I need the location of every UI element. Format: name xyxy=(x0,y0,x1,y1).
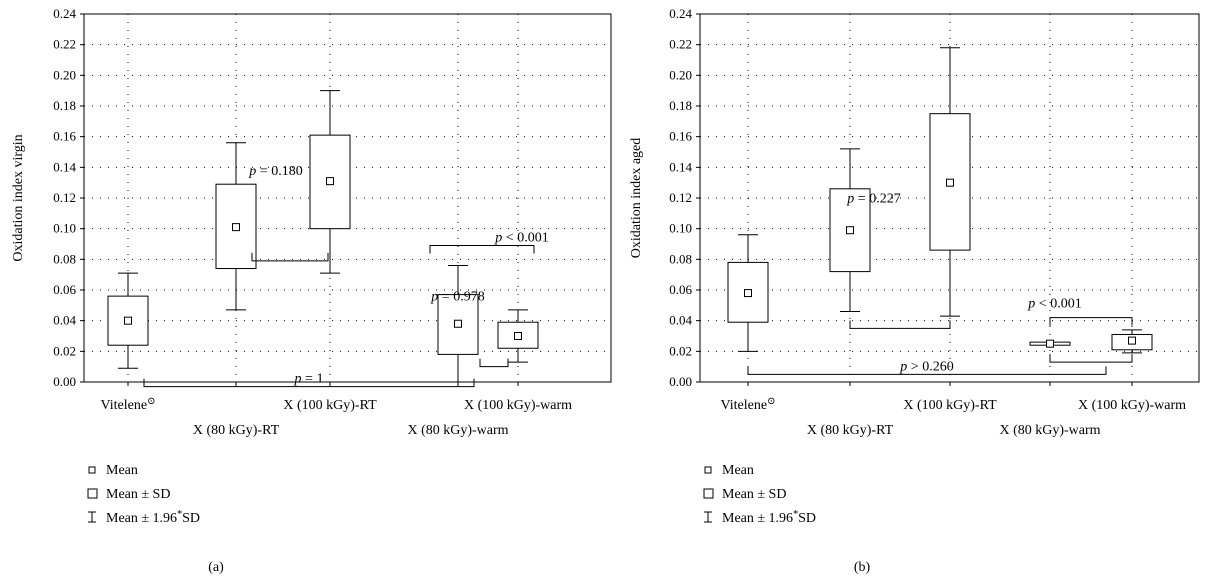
y-tick-label: 0.18 xyxy=(669,98,692,113)
x-category-label: Vitelene⊙ xyxy=(101,396,156,414)
p-value-label: p < 0.001 xyxy=(1027,297,1081,312)
y-tick-label: 0.22 xyxy=(53,37,76,52)
mean-marker xyxy=(124,316,132,325)
legend-label: Mean ± 1.96*SD xyxy=(106,509,200,527)
p-value-label: p > 0.260 xyxy=(899,359,953,374)
legend-sd-box-icon xyxy=(703,488,714,499)
comparison-bracket: p = 0.978 xyxy=(430,290,509,368)
box-plot-0 xyxy=(107,272,149,369)
mean-marker xyxy=(846,226,854,235)
box-plot-0 xyxy=(727,234,769,352)
y-tick-label: 0.22 xyxy=(669,37,692,52)
y-axis-label: Oxidation index virgin xyxy=(11,134,26,261)
y-tick-label: 0.20 xyxy=(669,67,692,82)
y-tick-label: 0.16 xyxy=(53,129,76,144)
y-tick-label: 0.00 xyxy=(53,374,76,389)
comparison-bracket: p < 0.001 xyxy=(429,231,549,254)
box-plot-2 xyxy=(929,47,971,317)
p-value-label: p = 1 xyxy=(294,372,324,387)
bracket-line xyxy=(1049,354,1133,363)
comparison-bracket: p = 0.180 xyxy=(248,164,329,262)
box-plot-1 xyxy=(829,148,871,312)
x-category-label: Vitelene⊙ xyxy=(721,396,776,414)
x-category-label: X (80 kGy)-RT xyxy=(807,423,894,438)
mean-marker xyxy=(326,177,334,186)
y-tick-label: 0.12 xyxy=(669,190,692,205)
y-tick-label: 0.10 xyxy=(669,221,692,236)
legend-label: Mean ± SD xyxy=(106,487,170,502)
x-category-label: X (80 kGy)-warm xyxy=(999,423,1100,438)
y-tick-label: 0.12 xyxy=(53,190,76,205)
y-tick-label: 0.04 xyxy=(669,313,692,328)
y-tick-label: 0.24 xyxy=(53,6,76,21)
x-category-label: X (100 kGy)-RT xyxy=(283,398,377,413)
x-category-label: X (80 kGy)-warm xyxy=(407,423,508,438)
mean-marker xyxy=(454,319,462,328)
box-plot-3 xyxy=(1029,339,1071,348)
x-category-label: X (100 kGy)-RT xyxy=(903,398,997,413)
x-category-label: X (80 kGy)-RT xyxy=(193,423,280,438)
legend: Mean Mean ± SD Mean ± 1.96*SD xyxy=(703,463,816,527)
panel-label: (b) xyxy=(854,560,871,575)
y-tick-label: 0.16 xyxy=(669,129,692,144)
y-tick-label: 0.00 xyxy=(669,374,692,389)
box-plot-4 xyxy=(497,309,539,363)
p-value-label: p = 0.227 xyxy=(846,191,900,206)
y-tick-label: 0.08 xyxy=(53,251,76,266)
mean-marker xyxy=(514,332,522,340)
bracket-line xyxy=(747,366,1107,375)
comparison-bracket: p < 0.001 xyxy=(1027,297,1133,326)
bracket-line xyxy=(429,245,535,254)
comparison-bracket xyxy=(1049,354,1133,363)
legend-label: Mean xyxy=(106,463,138,478)
bracket-line xyxy=(143,378,475,388)
legend-label: Mean ± 1.96*SD xyxy=(722,509,816,527)
y-tick-label: 0.06 xyxy=(669,282,692,297)
p-value-label: p < 0.001 xyxy=(494,231,548,246)
y-tick-label: 0.06 xyxy=(53,282,76,297)
y-tick-label: 0.18 xyxy=(53,98,76,113)
legend-mean-icon xyxy=(88,466,96,474)
mean-marker xyxy=(232,223,240,232)
comparison-bracket: p > 0.260 xyxy=(747,359,1107,375)
legend-sd-box-icon xyxy=(87,488,98,499)
bracket-line xyxy=(479,358,509,368)
legend-label: Mean xyxy=(722,463,754,478)
legend: Mean Mean ± SD Mean ± 1.96*SD xyxy=(87,463,200,527)
x-category-label: X (100 kGy)-warm xyxy=(464,398,572,413)
box-plot-2 xyxy=(309,90,351,274)
y-tick-label: 0.14 xyxy=(53,159,76,174)
y-tick-label: 0.08 xyxy=(669,251,692,266)
chart-panel-b: 0.00 0.02 0.04 0.06 0.08 0.10 0.12 0.14 0.16 0.18… xyxy=(629,6,1200,575)
box-plot-1 xyxy=(215,142,257,311)
legend-label: Mean ± SD xyxy=(722,487,786,502)
bracket-line xyxy=(251,252,329,262)
comparison-bracket: p = 1 xyxy=(143,372,475,388)
y-tick-label: 0.20 xyxy=(53,67,76,82)
y-tick-label: 0.10 xyxy=(53,221,76,236)
box-plot-4 xyxy=(1111,329,1153,354)
y-tick-label: 0.04 xyxy=(53,313,76,328)
mean-marker xyxy=(1128,336,1136,345)
mean-marker xyxy=(946,178,954,187)
legend-mean-icon xyxy=(704,466,712,474)
bracket-line xyxy=(849,320,951,329)
y-tick-label: 0.02 xyxy=(669,343,692,358)
bracket-line xyxy=(1049,317,1133,326)
comparison-bracket: p = 0.227 xyxy=(846,191,951,329)
y-tick-label: 0.24 xyxy=(669,6,692,21)
box-plot-3 xyxy=(437,264,479,383)
sd-box xyxy=(727,261,769,323)
x-category-label: X (100 kGy)-warm xyxy=(1078,398,1186,413)
y-tick-label: 0.14 xyxy=(669,159,692,174)
p-value-label: p = 0.978 xyxy=(430,290,484,305)
y-axis-label: Oxidation index aged xyxy=(629,138,644,259)
mean-marker xyxy=(744,289,752,298)
y-tick-label: 0.02 xyxy=(53,343,76,358)
mean-marker xyxy=(1046,339,1054,348)
panel-label: (a) xyxy=(208,560,224,575)
p-value-label: p = 0.180 xyxy=(248,164,302,179)
chart-panel-a: 0.00 0.02 0.04 0.06 0.08 0.10 0.12 0.14 0.16 0.18… xyxy=(11,6,612,575)
